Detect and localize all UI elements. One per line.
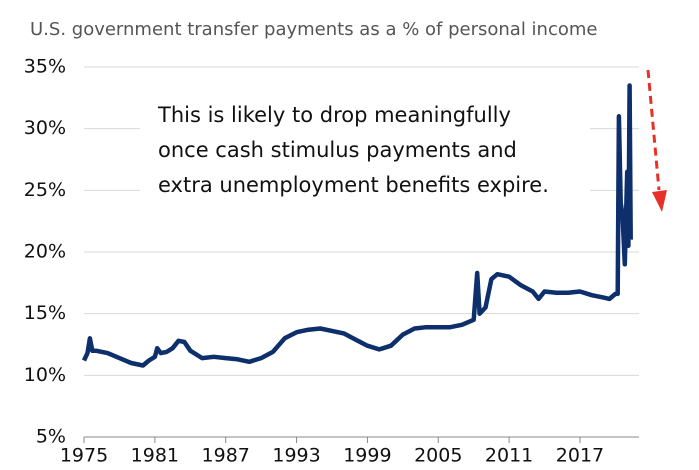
- plot: [81, 83, 633, 368]
- annotation-bg: [140, 92, 590, 222]
- x-tick-label: 2005: [414, 445, 462, 467]
- y-tick-label: 20%: [24, 241, 66, 263]
- y-tick-label: 5%: [36, 426, 66, 448]
- annotation: once cash stimulus payments and: [158, 138, 517, 162]
- line: [81, 83, 633, 368]
- grid: 5% 10% 15% 20% 25% 30% 35% 1975 1981 1987 1993 1999…: [24, 56, 639, 467]
- x-tick-label: 1993: [272, 445, 320, 467]
- y-tick-label: 30%: [24, 117, 66, 139]
- x-tick-label: 2011: [485, 445, 533, 467]
- arrow: [646, 69, 661, 191]
- annotation: This is likely to drop meaningfully: [157, 103, 511, 127]
- y-tick-label: 35%: [24, 56, 66, 78]
- y-tick-label: 10%: [24, 364, 66, 386]
- y-tick-label: 25%: [24, 179, 66, 201]
- x-tick-label: 1975: [60, 445, 108, 467]
- x-tick-label: 1987: [202, 445, 250, 467]
- x-tick-label: 1981: [131, 445, 179, 467]
- x-tick-label: 2017: [556, 445, 604, 467]
- y-tick-label: 15%: [24, 302, 66, 324]
- x-tick-label: 1999: [343, 445, 391, 467]
- chart-title: U.S. government transfer payments as a %…: [30, 19, 597, 40]
- arrow-head: [652, 190, 667, 212]
- annotation: extra unemployment benefits expire.: [158, 173, 549, 197]
